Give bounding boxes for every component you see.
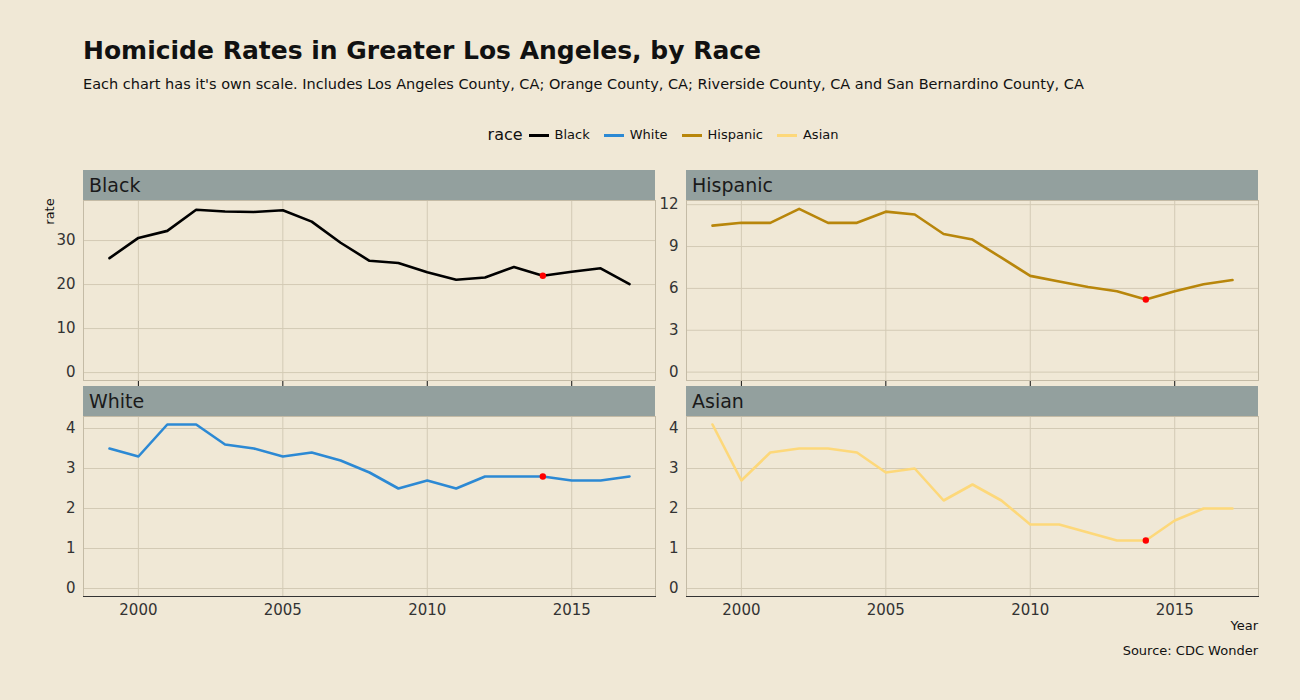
svg-text:3: 3 xyxy=(669,459,679,477)
html-text:race: race xyxy=(487,125,523,144)
html-text:rate: rate xyxy=(41,198,57,225)
html-text:Hispanic: Hispanic xyxy=(692,174,773,196)
svg-text:2010: 2010 xyxy=(408,601,446,619)
svg-text:4: 4 xyxy=(66,419,76,437)
html-text:White: White xyxy=(89,390,145,412)
svg-text:2010: 2010 xyxy=(1011,601,1049,619)
svg-text:30: 30 xyxy=(56,231,75,249)
svg-text:0: 0 xyxy=(66,363,76,381)
svg-text:2000: 2000 xyxy=(119,601,157,619)
html-text:Source: CDC Wonder: Source: CDC Wonder xyxy=(1122,643,1258,658)
html-text:Black: Black xyxy=(89,174,141,196)
html-text:White: White xyxy=(629,127,668,142)
svg-text:0: 0 xyxy=(669,363,679,381)
html-text:Each chart has it's own scale.: Each chart has it's own scale. Includes … xyxy=(83,76,1084,92)
svg-text:2000: 2000 xyxy=(722,601,760,619)
html-text:Asian: Asian xyxy=(692,390,744,412)
svg-text:2005: 2005 xyxy=(264,601,302,619)
svg-text:6: 6 xyxy=(669,279,679,297)
svg-text:2015: 2015 xyxy=(1156,601,1194,619)
svg-text:0: 0 xyxy=(669,579,679,597)
svg-text:20: 20 xyxy=(56,275,75,293)
svg-text:2005: 2005 xyxy=(867,601,905,619)
svg-text:0: 0 xyxy=(66,579,76,597)
html-text:Asian: Asian xyxy=(803,127,839,142)
html-text:Homicide Rates in Greater Los: Homicide Rates in Greater Los Angeles, b… xyxy=(83,36,761,65)
svg-text:3: 3 xyxy=(669,321,679,339)
html-text:Year: Year xyxy=(1230,618,1258,633)
svg-text:9: 9 xyxy=(669,237,679,255)
svg-text:3: 3 xyxy=(66,459,76,477)
svg-text:1: 1 xyxy=(66,539,76,557)
svg-text:10: 10 xyxy=(56,319,75,337)
html-text:Hispanic: Hispanic xyxy=(707,127,763,142)
svg-text:1: 1 xyxy=(669,539,679,557)
svg-text:2015: 2015 xyxy=(553,601,591,619)
html-text:Black: Black xyxy=(554,127,590,142)
svg-text:4: 4 xyxy=(669,419,679,437)
svg-text:2: 2 xyxy=(66,499,76,517)
svg-text:2: 2 xyxy=(669,499,679,517)
svg-text:12: 12 xyxy=(659,195,678,213)
